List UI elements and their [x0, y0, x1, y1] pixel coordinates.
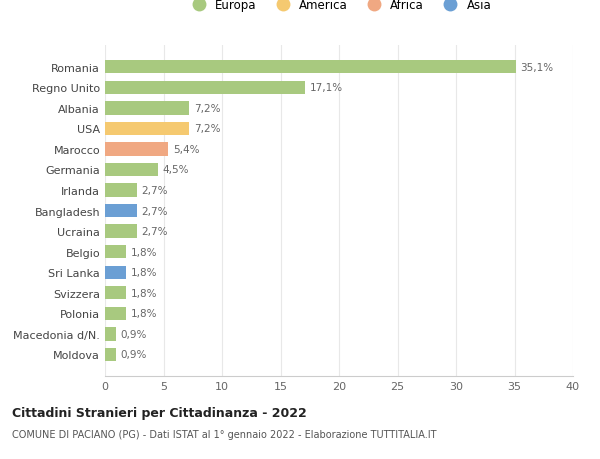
Text: 0,9%: 0,9%	[120, 329, 146, 339]
Text: 35,1%: 35,1%	[520, 62, 553, 73]
Text: 1,8%: 1,8%	[131, 288, 157, 298]
Text: 1,8%: 1,8%	[131, 309, 157, 319]
Text: COMUNE DI PACIANO (PG) - Dati ISTAT al 1° gennaio 2022 - Elaborazione TUTTITALIA: COMUNE DI PACIANO (PG) - Dati ISTAT al 1…	[12, 429, 437, 439]
Bar	[105, 184, 137, 197]
Bar	[105, 61, 515, 74]
Text: 4,5%: 4,5%	[163, 165, 189, 175]
Bar	[105, 143, 168, 156]
Bar	[105, 286, 126, 300]
Bar	[105, 123, 189, 136]
Text: 5,4%: 5,4%	[173, 145, 199, 155]
Bar	[105, 225, 137, 238]
Text: 2,7%: 2,7%	[141, 185, 168, 196]
Bar	[105, 204, 137, 218]
Text: 7,2%: 7,2%	[194, 124, 220, 134]
Text: 1,8%: 1,8%	[131, 268, 157, 278]
Text: 2,7%: 2,7%	[141, 227, 168, 237]
Bar	[105, 102, 189, 115]
Bar	[105, 266, 126, 280]
Bar	[105, 246, 126, 259]
Bar	[105, 307, 126, 320]
Text: 7,2%: 7,2%	[194, 104, 220, 113]
Text: Cittadini Stranieri per Cittadinanza - 2022: Cittadini Stranieri per Cittadinanza - 2…	[12, 406, 307, 419]
Bar	[105, 81, 305, 95]
Text: 0,9%: 0,9%	[120, 350, 146, 360]
Text: 2,7%: 2,7%	[141, 206, 168, 216]
Bar	[105, 163, 158, 177]
Text: 1,8%: 1,8%	[131, 247, 157, 257]
Bar	[105, 328, 116, 341]
Bar	[105, 348, 116, 361]
Text: 17,1%: 17,1%	[310, 83, 343, 93]
Legend: Europa, America, Africa, Asia: Europa, America, Africa, Asia	[187, 0, 491, 12]
